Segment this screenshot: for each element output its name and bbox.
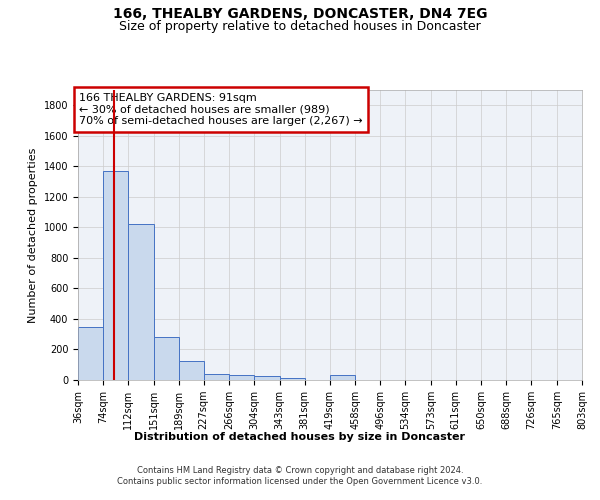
Text: Contains HM Land Registry data © Crown copyright and database right 2024.: Contains HM Land Registry data © Crown c… — [137, 466, 463, 475]
Bar — [128, 224, 154, 380]
Text: 166 THEALBY GARDENS: 91sqm
← 30% of detached houses are smaller (989)
70% of sem: 166 THEALBY GARDENS: 91sqm ← 30% of deta… — [79, 93, 363, 126]
Text: Contains public sector information licensed under the Open Government Licence v3: Contains public sector information licen… — [118, 478, 482, 486]
Bar — [103, 171, 128, 380]
Bar — [329, 376, 355, 380]
Bar — [154, 336, 179, 380]
Bar — [179, 361, 203, 380]
Y-axis label: Number of detached properties: Number of detached properties — [28, 148, 38, 322]
Text: 166, THEALBY GARDENS, DONCASTER, DN4 7EG: 166, THEALBY GARDENS, DONCASTER, DN4 7EG — [113, 8, 487, 22]
Bar — [203, 374, 229, 380]
Text: Size of property relative to detached houses in Doncaster: Size of property relative to detached ho… — [119, 20, 481, 33]
Bar — [78, 326, 103, 380]
Text: Distribution of detached houses by size in Doncaster: Distribution of detached houses by size … — [134, 432, 466, 442]
Bar — [254, 376, 280, 380]
Bar — [229, 374, 254, 380]
Bar — [280, 378, 305, 380]
